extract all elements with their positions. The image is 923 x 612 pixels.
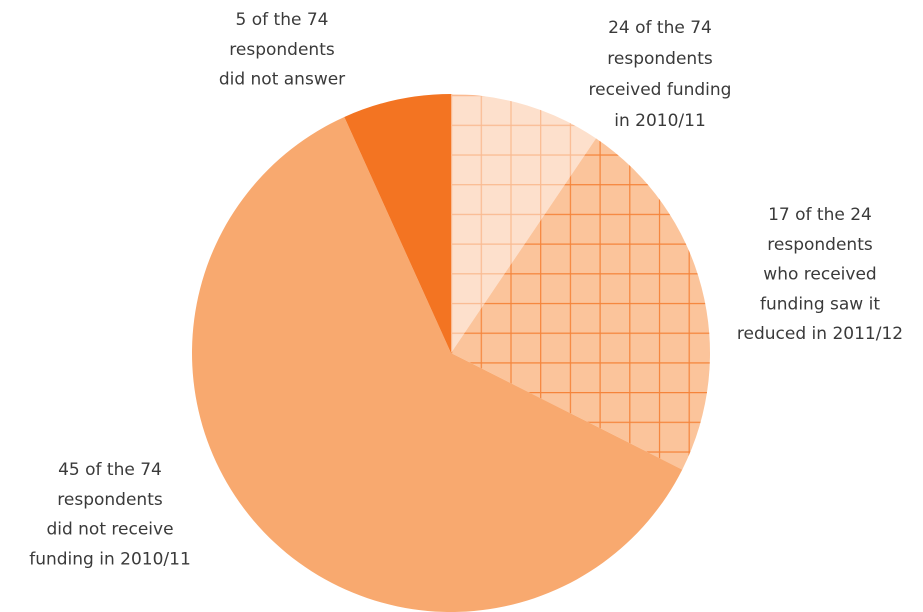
slice-hatch — [451, 94, 597, 353]
slice-label: did not receive — [46, 520, 173, 540]
slice-label: who received — [763, 265, 876, 285]
annotation: respondents — [607, 49, 713, 69]
slice-label: funding in 2010/11 — [29, 549, 191, 569]
slice-label: funding saw it — [760, 294, 880, 314]
slice-label: respondents — [767, 235, 873, 255]
pie-slice — [344, 94, 451, 353]
slice-label: reduced in 2011/12 — [737, 324, 903, 344]
slice-label: respondents — [229, 40, 335, 60]
slice-hatch — [451, 138, 710, 470]
pie-slice — [192, 116, 683, 612]
slice-label: did not answer — [219, 70, 345, 90]
slice-label: 17 of the 24 — [768, 205, 872, 225]
annotation: 24 of the 74 — [608, 18, 712, 38]
slice-label: respondents — [57, 490, 163, 510]
slice-label: 45 of the 74 — [58, 460, 162, 480]
slice-label: 5 of the 74 — [236, 10, 329, 30]
annotation: received funding — [589, 80, 732, 100]
annotation: in 2010/11 — [614, 111, 706, 131]
